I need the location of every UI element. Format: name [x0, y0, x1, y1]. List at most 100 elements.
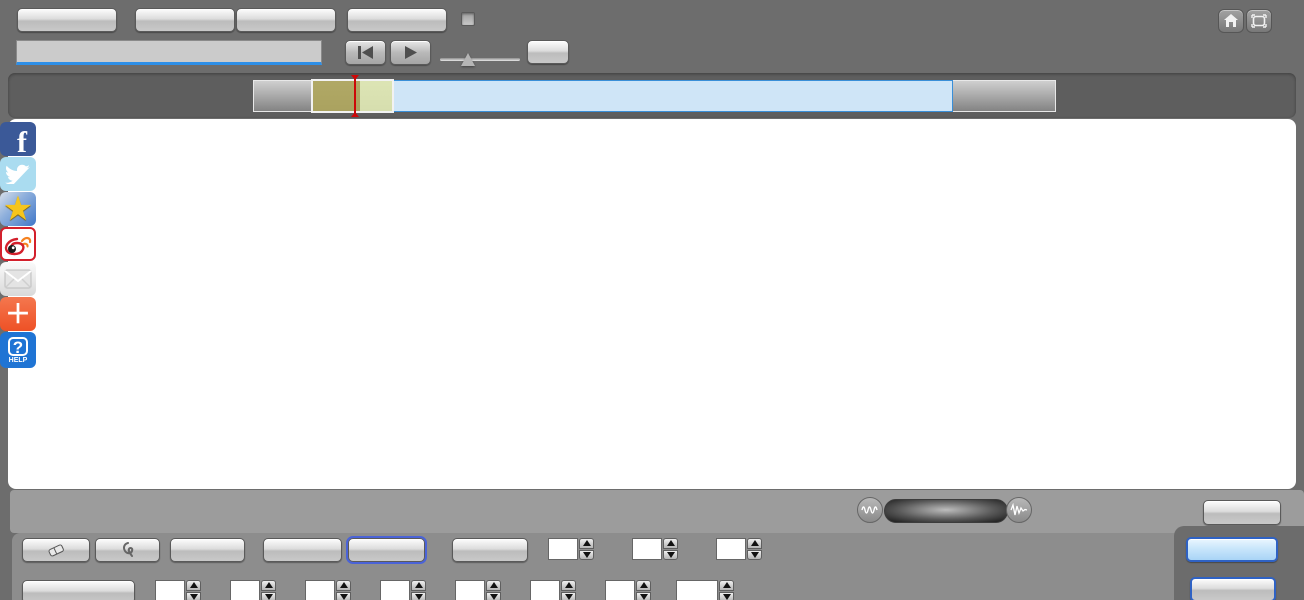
spin-up-button[interactable] — [663, 538, 678, 549]
spin-down-button[interactable] — [636, 591, 651, 600]
twitter-share-button[interactable] — [0, 157, 36, 191]
weibo-share-button[interactable] — [0, 227, 36, 261]
help-label: HELP — [8, 356, 28, 364]
row2-spinner-7 — [605, 580, 651, 600]
spin-down-button[interactable] — [719, 591, 734, 600]
play-button[interactable] — [390, 40, 431, 65]
spin-down-button[interactable] — [336, 591, 351, 600]
move-button[interactable] — [95, 538, 160, 562]
load-button[interactable] — [452, 538, 528, 562]
spin-up-button[interactable] — [411, 580, 426, 591]
share-screenshot-button[interactable] — [1186, 537, 1278, 562]
move-hand-icon — [122, 542, 133, 557]
more-share-button[interactable]: ＋ — [0, 297, 36, 331]
spin-down-button[interactable] — [411, 591, 426, 600]
facebook-icon: f — [17, 126, 27, 156]
spin-down-button[interactable] — [579, 549, 594, 560]
row2-input-3[interactable] — [305, 580, 335, 600]
playhead-marker[interactable] — [351, 75, 359, 117]
spin-up-button[interactable] — [561, 580, 576, 591]
fullscreen-icon — [1251, 14, 1267, 28]
track-title-input[interactable] — [16, 40, 322, 65]
bar-shift-spinner — [716, 538, 762, 560]
beat-mark-button[interactable] — [347, 8, 447, 32]
snap-button[interactable] — [263, 538, 342, 562]
spin-up-button[interactable] — [186, 580, 201, 591]
sine-wave-icon — [861, 506, 878, 514]
view-window-played-region — [313, 81, 360, 111]
wave-zoom-in-button[interactable] — [1006, 497, 1032, 523]
home-button[interactable] — [1218, 9, 1244, 33]
row2-spinner-8 — [676, 580, 734, 600]
spin-up-button[interactable] — [719, 580, 734, 591]
tempo-chart[interactable] — [0, 119, 1304, 490]
status-strip — [10, 490, 1304, 533]
spin-up-button[interactable] — [486, 580, 501, 591]
home-icon — [1224, 14, 1238, 27]
qzone-share-button[interactable]: ★ — [0, 192, 36, 226]
spin-up-button[interactable] — [579, 538, 594, 549]
plus-icon: ＋ — [4, 299, 31, 329]
question-icon: ? — [8, 336, 28, 356]
eraser-icon — [48, 544, 64, 557]
pickup-beats-input[interactable] — [632, 538, 662, 560]
row2-spinner-4 — [380, 580, 426, 600]
bar-shift-input[interactable] — [716, 538, 746, 560]
reset-button[interactable] — [527, 40, 569, 64]
ioi-button[interactable] — [1190, 577, 1276, 600]
row2-spinner-1 — [155, 580, 201, 600]
beats-per-bar-input[interactable] — [548, 538, 578, 560]
spin-up-button[interactable] — [747, 538, 762, 549]
row2-input-8[interactable] — [676, 580, 718, 600]
spin-down-button[interactable] — [561, 591, 576, 600]
row2-spinner-2 — [230, 580, 276, 600]
fullscreen-button[interactable] — [1246, 9, 1272, 33]
row2-spinner-6 — [530, 580, 576, 600]
spin-up-button[interactable] — [336, 580, 351, 591]
skip-start-button[interactable] — [345, 40, 386, 65]
view-window-selection[interactable] — [311, 79, 394, 113]
help-button[interactable]: ? HELP — [0, 332, 36, 368]
spin-up-button[interactable] — [636, 580, 651, 591]
top-toolbar — [0, 0, 1304, 72]
twitter-bird-icon — [5, 164, 30, 184]
erase-button[interactable] — [22, 538, 90, 562]
row2-spinner-5 — [455, 580, 501, 600]
wave-zoom-slider[interactable] — [884, 499, 1008, 523]
spin-down-button[interactable] — [747, 549, 762, 560]
decay-wave-icon — [1010, 503, 1028, 516]
spectrum-button[interactable] — [236, 8, 336, 32]
waveform-button[interactable] — [135, 8, 235, 32]
spin-down-button[interactable] — [186, 591, 201, 600]
play-icon — [404, 46, 417, 59]
row2-input-7[interactable] — [605, 580, 635, 600]
row2-input-1[interactable] — [155, 580, 185, 600]
waveform-loaded-region[interactable] — [393, 80, 953, 112]
spin-down-button[interactable] — [486, 591, 501, 600]
tempo-chart-panel — [8, 119, 1296, 489]
spin-down-button[interactable] — [663, 549, 678, 560]
row2-input-5[interactable] — [455, 580, 485, 600]
row2-input-6[interactable] — [530, 580, 560, 600]
row2-input-2[interactable] — [230, 580, 260, 600]
speed-slider[interactable] — [440, 58, 520, 61]
page-turn-checkbox[interactable] — [461, 12, 475, 26]
email-share-button[interactable] — [0, 262, 36, 296]
facebook-share-button[interactable]: f — [0, 122, 36, 156]
waveform-graphic — [394, 81, 952, 111]
row2-input-4[interactable] — [380, 580, 410, 600]
weibo-icon — [4, 236, 32, 256]
spin-up-button[interactable] — [261, 580, 276, 591]
delete-button[interactable] — [170, 538, 245, 562]
speed-slider-thumb[interactable] — [461, 53, 475, 66]
spin-down-button[interactable] — [261, 591, 276, 600]
beats-per-bar-spinner — [548, 538, 594, 560]
wave-zoom-out-button[interactable] — [857, 497, 883, 523]
skip-start-icon — [357, 46, 373, 59]
upload-music-button[interactable] — [17, 8, 117, 32]
screenshot-button[interactable] — [1203, 500, 1281, 525]
mail-icon — [4, 269, 32, 289]
tempo-dynamics-button[interactable] — [22, 580, 135, 600]
save-button[interactable] — [346, 536, 427, 564]
view-window-remaining-region — [360, 81, 393, 111]
